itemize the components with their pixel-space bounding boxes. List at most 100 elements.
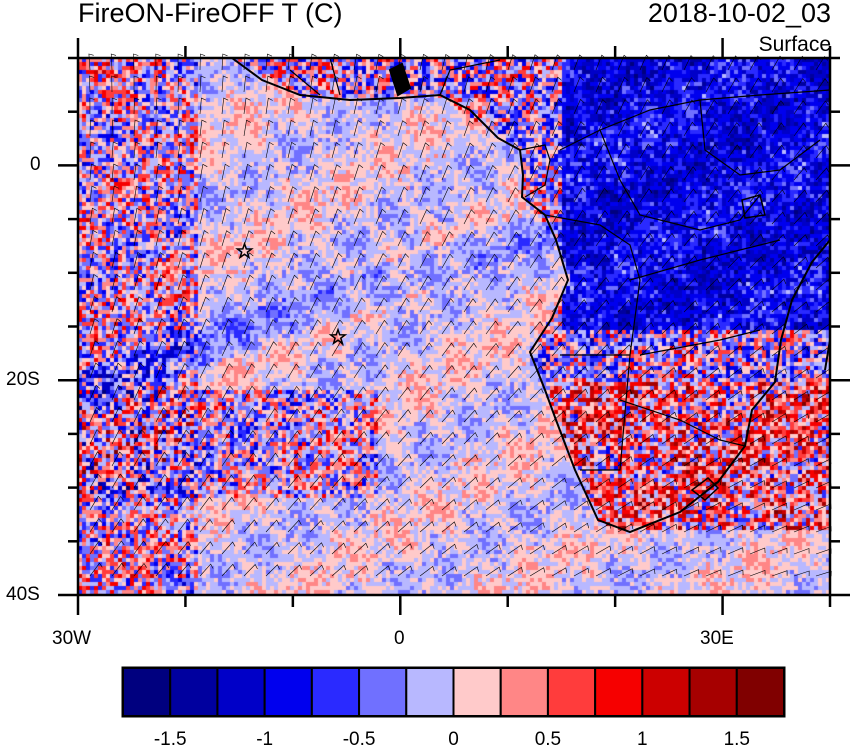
wind-barb [463, 521, 479, 533]
wind-barb [111, 429, 124, 445]
wind-barb [441, 186, 453, 203]
wind-barb [529, 499, 545, 511]
wind-barb [529, 209, 542, 225]
wind-barb [331, 430, 345, 445]
wind-barb [485, 387, 500, 401]
wind-barb [463, 120, 474, 137]
wind-barb [595, 343, 610, 357]
wind-barb [397, 364, 411, 379]
wind-barb [661, 299, 676, 313]
wind-barb [331, 97, 340, 115]
wind-barb [551, 433, 567, 445]
wind-barb [705, 77, 718, 93]
colorbar-box [216, 667, 266, 717]
wind-barb [661, 501, 678, 511]
wind-barb [815, 391, 832, 401]
wind-barb [221, 230, 231, 247]
wind-barb [595, 299, 610, 313]
wind-barb [815, 167, 830, 181]
wind-barb [507, 410, 522, 423]
wind-barb [595, 433, 611, 445]
wind-barb [749, 189, 764, 203]
wind-barb [265, 252, 276, 269]
wind-barb [155, 429, 168, 445]
wind-barb [507, 209, 520, 225]
wind-barb [155, 340, 167, 357]
wind-barb [771, 278, 787, 291]
lesotho-border [690, 477, 720, 501]
wind-barb [309, 519, 324, 533]
wind-barb [485, 76, 496, 93]
wind-barb [353, 53, 362, 71]
wind-barb [463, 54, 473, 71]
wind-barb [265, 53, 273, 71]
wind-barb [749, 144, 763, 159]
wind-barb [573, 567, 590, 577]
wind-barb [529, 187, 542, 203]
colorbar-label: -1 [256, 729, 274, 750]
wind-barb [133, 274, 143, 291]
wind-barb [749, 122, 763, 137]
wind-barb [111, 296, 121, 313]
wind-barb [419, 543, 435, 555]
wind-barb [375, 543, 391, 555]
wind-barb [463, 142, 474, 159]
wind-barb [419, 253, 432, 269]
wind-barb [683, 188, 697, 203]
wind-barb [463, 253, 476, 269]
wind-barb [397, 253, 410, 269]
wind-barb [573, 366, 588, 379]
wind-barb [485, 454, 501, 467]
wind-barb [221, 519, 236, 533]
wind-barb [265, 408, 279, 423]
wind-barb [727, 300, 743, 313]
wind-barb [155, 207, 164, 225]
wind-barb [375, 520, 391, 533]
wind-barb [463, 186, 475, 203]
wind-barb [331, 208, 342, 225]
wind-barb [793, 189, 808, 203]
wind-barb [375, 275, 388, 291]
wind-barb [727, 323, 743, 335]
wind-barb [463, 544, 479, 555]
wind-barb [199, 407, 212, 423]
wind-barb [199, 163, 208, 181]
wind-barb [705, 121, 718, 137]
wind-barb [551, 209, 564, 225]
wind-barb [375, 498, 390, 511]
wind-barb [815, 301, 831, 313]
wind-barb [683, 389, 699, 401]
wind-barb [529, 120, 541, 137]
wind-barb [133, 407, 145, 423]
wind-barb [595, 568, 612, 577]
wind-barb [595, 210, 609, 225]
wind-barb [155, 75, 162, 93]
wind-barb [397, 164, 408, 181]
wind-barb [573, 98, 585, 115]
wind-barb [661, 367, 677, 379]
wind-barb [155, 163, 163, 181]
wind-barb [705, 300, 720, 313]
wind-barb [595, 366, 610, 379]
wind-barb [243, 519, 258, 533]
wind-barb [749, 435, 765, 445]
wind-barb [749, 525, 766, 533]
wind-barb [287, 452, 301, 467]
wind-barb [771, 547, 788, 555]
wind-barb [661, 456, 677, 467]
wind-barb [727, 77, 740, 93]
wind-barb [485, 566, 501, 577]
wind-barb [265, 119, 274, 137]
wind-barb [309, 408, 323, 423]
wind-barb [155, 318, 166, 335]
wind-barb [727, 547, 744, 555]
wind-barb [529, 321, 543, 335]
wind-barb [419, 320, 433, 335]
wind-barb [397, 231, 409, 247]
wind-barb [133, 362, 145, 379]
wind-barb [441, 431, 456, 445]
wind-barb [771, 77, 784, 93]
wind-barb [111, 97, 118, 115]
wind-barb [89, 119, 96, 137]
